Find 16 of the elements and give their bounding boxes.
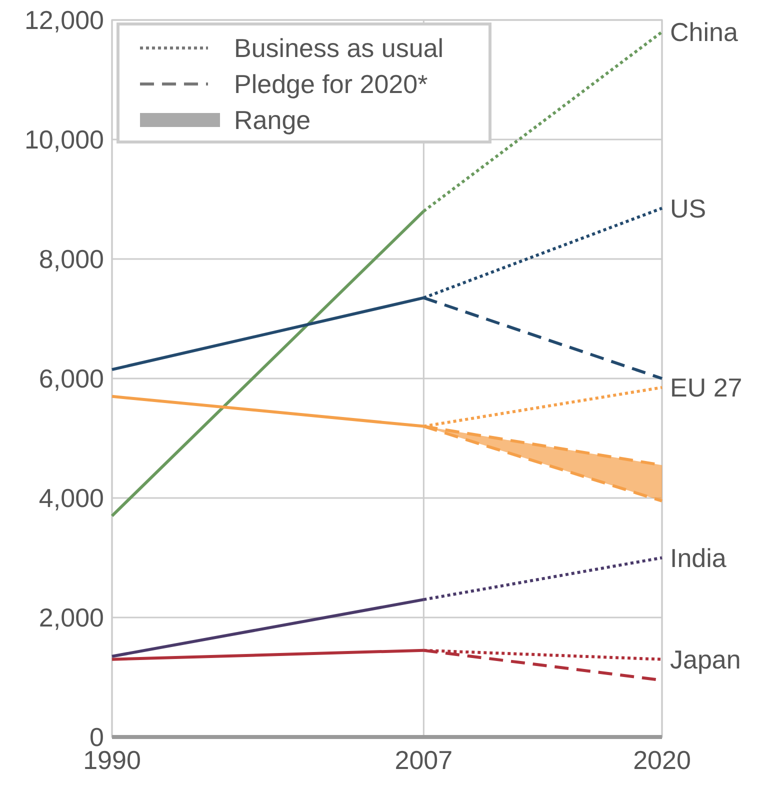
series-label: US [670, 193, 706, 224]
x-tick-label: 2007 [394, 745, 453, 775]
series-label: EU 27 [670, 372, 742, 403]
annotation: Pledge for 2020* [234, 69, 428, 100]
series-label: India [670, 542, 727, 573]
annotation: Range [234, 105, 311, 136]
y-tick-label: 6,000 [38, 364, 104, 394]
y-tick-label: 10,000 [24, 124, 104, 155]
x-tick-label: 2020 [633, 745, 691, 775]
series-label: Japan [670, 644, 741, 674]
annotation: Business as usual [234, 33, 444, 64]
y-tick-label: 2,000 [38, 602, 104, 633]
series-label: China [670, 17, 738, 48]
y-tick-label: 4,000 [38, 483, 104, 514]
y-tick-label: 12,000 [24, 5, 104, 36]
y-tick-label: 8,000 [38, 244, 104, 274]
